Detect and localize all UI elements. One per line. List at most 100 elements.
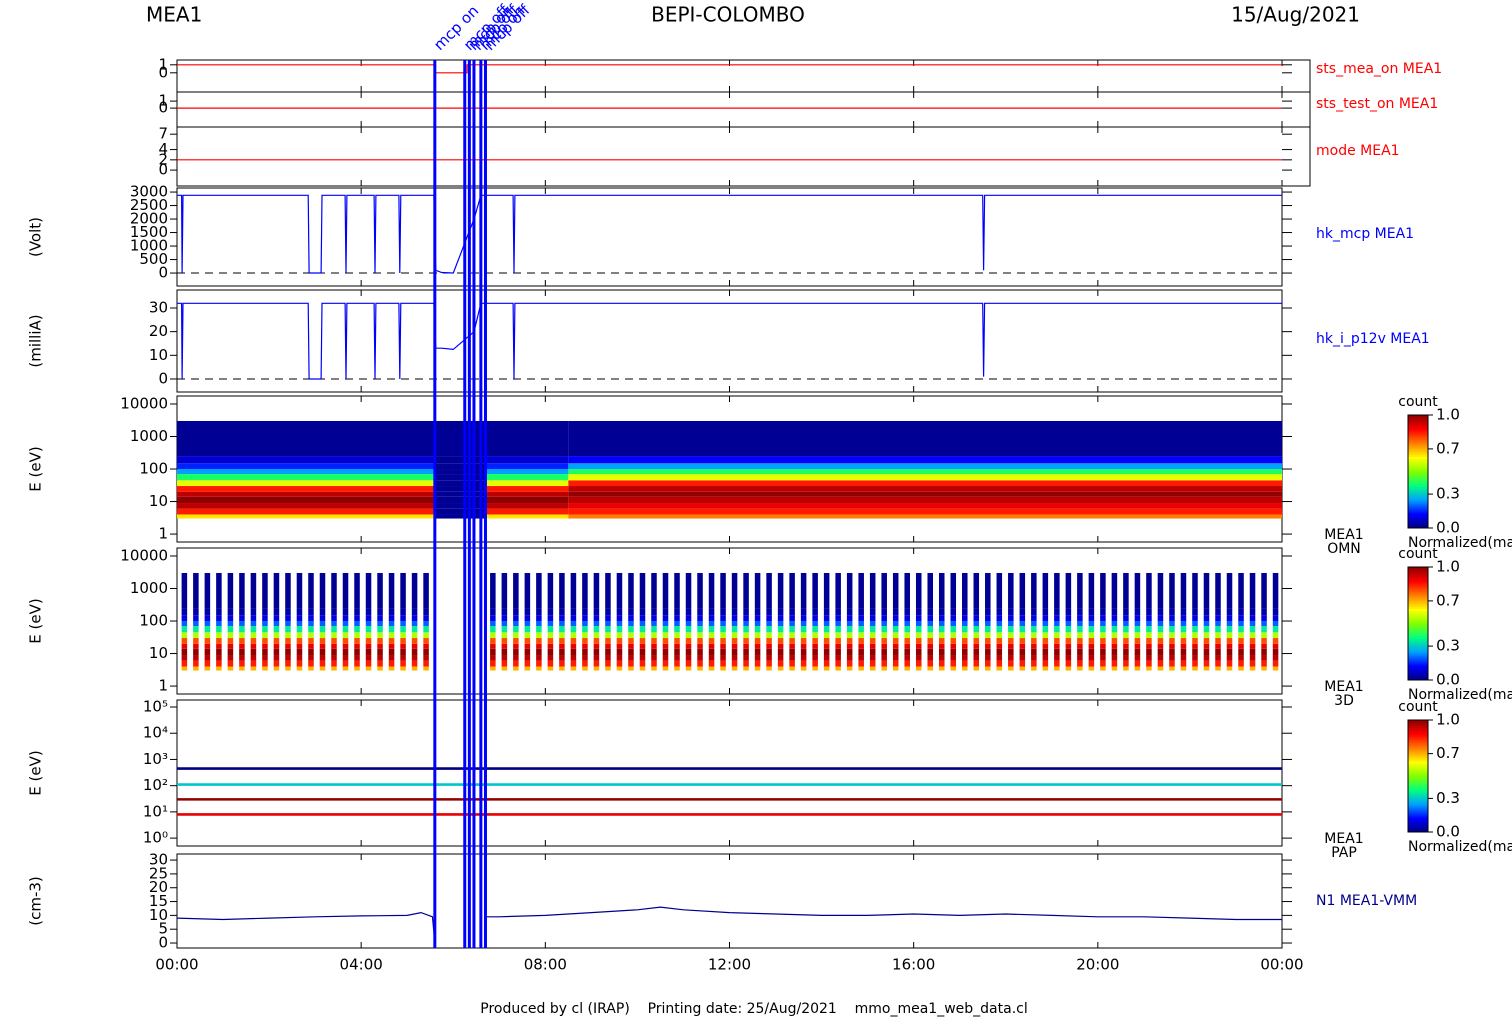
stripe-cell bbox=[835, 632, 841, 639]
stripe-cell bbox=[904, 660, 910, 667]
stripe-cell bbox=[319, 638, 326, 644]
stripe-cell bbox=[342, 643, 349, 649]
stripe-cell bbox=[411, 648, 418, 656]
colorbar-swatch bbox=[1408, 740, 1428, 743]
stripe-cell bbox=[697, 572, 703, 609]
colorbar-label: Normalized(max) bbox=[1408, 839, 1512, 855]
stripe-cell bbox=[915, 638, 922, 644]
colorbar-swatch bbox=[1408, 597, 1428, 600]
colorbar-swatch bbox=[1408, 437, 1428, 440]
stripe-cell bbox=[582, 572, 588, 609]
stripe-cell bbox=[1134, 572, 1141, 609]
stripe-cell bbox=[927, 608, 934, 616]
stripe-cell bbox=[1157, 655, 1164, 661]
stripe-cell bbox=[1157, 660, 1164, 667]
panel: 01 sts_test_on MEA1 bbox=[158, 91, 1438, 128]
stripe-cell bbox=[892, 626, 899, 633]
stripe-cell bbox=[354, 572, 360, 609]
stripe-cell bbox=[1031, 660, 1037, 667]
stripe-cell bbox=[938, 572, 945, 609]
colorbar-swatch bbox=[1408, 721, 1428, 725]
stripe-cell bbox=[388, 655, 395, 661]
stripe-cell bbox=[616, 632, 623, 639]
stripe-cell bbox=[1100, 626, 1106, 633]
stripe-cell bbox=[513, 666, 519, 671]
stripe-cell bbox=[800, 572, 807, 609]
stripe-cell bbox=[559, 655, 565, 661]
stripe-cell bbox=[582, 643, 588, 649]
stripe-cell bbox=[812, 666, 818, 671]
header-title: BEPI-COLOMBO bbox=[651, 3, 805, 27]
panel-label: sts_test_on MEA1 bbox=[1316, 96, 1438, 112]
stripe-cell bbox=[651, 626, 657, 633]
stripe-cell bbox=[524, 655, 531, 661]
stripe-cell bbox=[1238, 638, 1244, 644]
stripe-cell bbox=[720, 621, 726, 627]
colorbar-tick-label: 0.7 bbox=[1436, 439, 1460, 457]
stripe-cell bbox=[181, 626, 188, 633]
stripe-cell bbox=[285, 655, 291, 661]
stripe-cell bbox=[950, 615, 957, 622]
colorbar-tick-label: 0.0 bbox=[1436, 823, 1460, 841]
stripe-cell bbox=[1100, 648, 1106, 656]
stripe-cell bbox=[423, 626, 429, 633]
colorbar-swatch bbox=[1408, 574, 1428, 577]
stripe-cell bbox=[524, 621, 531, 627]
stripe-cell bbox=[869, 648, 876, 656]
stripe-cell bbox=[204, 626, 211, 633]
stripe-cell bbox=[593, 572, 600, 609]
colorbar-swatch bbox=[1408, 826, 1428, 829]
stripe-cell bbox=[869, 666, 876, 671]
stripe-cell bbox=[342, 666, 349, 671]
stripe-cell bbox=[812, 621, 818, 627]
stripe-cell bbox=[720, 608, 726, 616]
stripe-cell bbox=[1192, 648, 1198, 656]
colorbar-frame bbox=[1407, 414, 1429, 529]
stripe-cell bbox=[996, 615, 1003, 622]
stripe-cell bbox=[331, 655, 337, 661]
stripe-cell bbox=[697, 615, 703, 622]
stripe-cell bbox=[812, 632, 818, 639]
stripe-cell bbox=[250, 643, 257, 649]
stripe-cell bbox=[605, 666, 611, 671]
stripe-cell bbox=[996, 638, 1003, 644]
spectrogram-cell bbox=[485, 456, 569, 464]
stripe-cell bbox=[570, 621, 577, 627]
colorbar-swatch bbox=[1408, 794, 1428, 798]
stripe-cell bbox=[950, 572, 957, 609]
stripe-cell bbox=[1249, 626, 1256, 633]
stripe-cell bbox=[973, 660, 980, 667]
stripe-cell bbox=[869, 655, 876, 661]
colorbar-swatch bbox=[1408, 627, 1428, 630]
stripe-cell bbox=[1203, 621, 1210, 627]
stripe-cell bbox=[204, 655, 211, 661]
stripe-cell bbox=[501, 572, 508, 609]
colorbar-swatch bbox=[1408, 623, 1428, 626]
stripe-cell bbox=[605, 626, 611, 633]
stripe-cell bbox=[285, 572, 291, 609]
stripe-cell bbox=[250, 655, 257, 661]
stripe-cell bbox=[354, 621, 360, 627]
stripe-cell bbox=[513, 572, 519, 609]
stripe-cell bbox=[938, 660, 945, 667]
stripe-cell bbox=[388, 621, 395, 627]
stripe-cell bbox=[536, 632, 542, 639]
spectrogram-cell bbox=[177, 480, 435, 487]
colorbar-swatch bbox=[1408, 661, 1428, 664]
panel-label: hk_i_p12v MEA1 bbox=[1316, 331, 1430, 347]
stripe-cell bbox=[743, 621, 749, 627]
stripe-cell bbox=[501, 615, 508, 622]
stripe-cell bbox=[227, 660, 234, 667]
colorbar-swatch bbox=[1408, 619, 1428, 623]
stripe-cell bbox=[524, 648, 531, 656]
stripe-cell bbox=[1019, 643, 1026, 649]
stripe-cell bbox=[1226, 660, 1233, 667]
stripe-cell bbox=[559, 643, 565, 649]
stripe-cell bbox=[639, 648, 646, 656]
spectrogram-cell bbox=[434, 474, 486, 481]
stripe-cell bbox=[559, 648, 565, 656]
colorbar-swatch bbox=[1408, 460, 1428, 463]
panel-frame bbox=[176, 699, 1283, 847]
spectrogram-cell bbox=[568, 469, 1282, 475]
stripe-cell bbox=[892, 572, 899, 609]
